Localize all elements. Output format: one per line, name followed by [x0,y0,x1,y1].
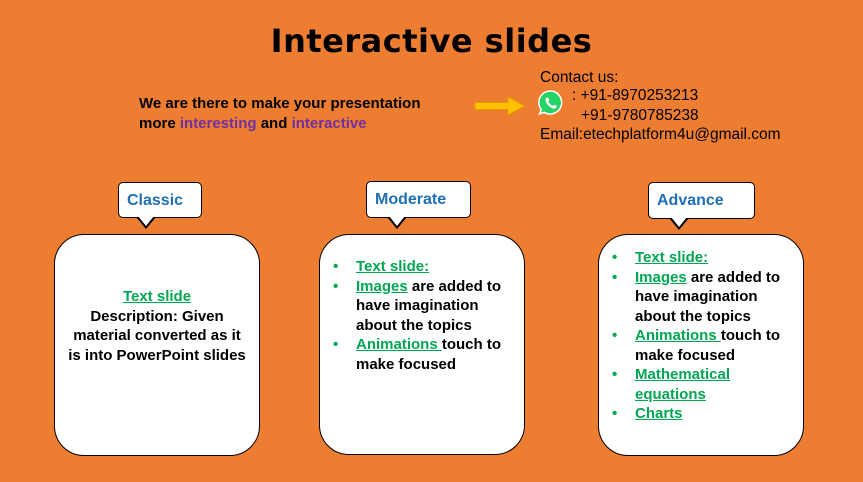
phone-number-1: : +91-8970253213 [572,87,699,104]
plan-name: Advance [657,192,724,209]
contact-email: Email:etechplatform4u@gmail.com [540,126,781,143]
list-item: Animations touch to make focused [599,326,795,365]
feature-link[interactable]: Text slide: [635,249,709,266]
feature-text: touch to make focused [635,327,780,364]
callout-tail [387,215,407,229]
tagline-text: and [256,114,292,132]
list-item: Images are added to have imagination abo… [599,268,795,327]
plan-label-advance: Advance [648,182,755,230]
feature-text: are added to have imagination about the … [635,268,781,325]
plan-card-body: Text slide Description: Given material c… [55,235,259,365]
feature-link[interactable]: Images [356,277,408,295]
feature-list: Text slide: Images are added to have ima… [599,235,803,424]
list-item: Mathematical equations [599,365,795,404]
plan-name: Classic [127,192,184,209]
plan-label-classic: Classic [118,182,202,229]
list-item: Animations touch to make focused [320,335,516,374]
tagline: We are there to make your presentation m… [139,94,420,133]
text-slide-link[interactable]: Text slide [122,288,192,305]
page-title: Interactive slides [270,22,593,60]
feature-text: are added to have imagination about the … [356,277,502,334]
feature-list: Text slide: Images are added to have ima… [320,235,524,374]
list-item: Text slide: [320,257,516,277]
arrow-right-icon [474,96,526,116]
whatsapp-icon [538,90,563,116]
list-item: Images are added to have imagination abo… [320,277,516,336]
tagline-word-interesting: interesting [179,114,257,132]
tagline-line-2: more interesting and interactive [139,114,420,134]
phone-number-2: +91-9780785238 [581,107,699,124]
tagline-text: more [139,114,180,132]
feature-link[interactable]: Charts [635,405,683,422]
plan-description: Description: Given material converted as… [68,307,246,364]
plan-card-moderate: Text slide: Images are added to have ima… [319,234,525,455]
plan-label-moderate: Moderate [366,181,471,229]
tagline-word-interactive: interactive [291,114,367,132]
tagline-line-1: We are there to make your presentation [139,95,421,112]
plan-card-advance: Text slide: Images are added to have ima… [598,234,804,456]
callout-tail [669,216,689,230]
list-item: Charts [599,404,795,424]
feature-link[interactable]: Animations [356,336,442,353]
feature-link[interactable]: Images [635,268,687,286]
feature-link[interactable]: Mathematical equations [635,366,731,403]
feature-link[interactable]: Animations [635,327,721,344]
feature-link[interactable]: Text slide: [356,258,430,275]
plan-card-classic: Text slide Description: Given material c… [54,234,260,456]
list-item: Text slide: [599,248,795,268]
feature-text: touch to make focused [356,336,501,373]
contact-heading: Contact us: [540,69,619,86]
plan-name: Moderate [375,191,447,208]
callout-tail [136,215,156,229]
